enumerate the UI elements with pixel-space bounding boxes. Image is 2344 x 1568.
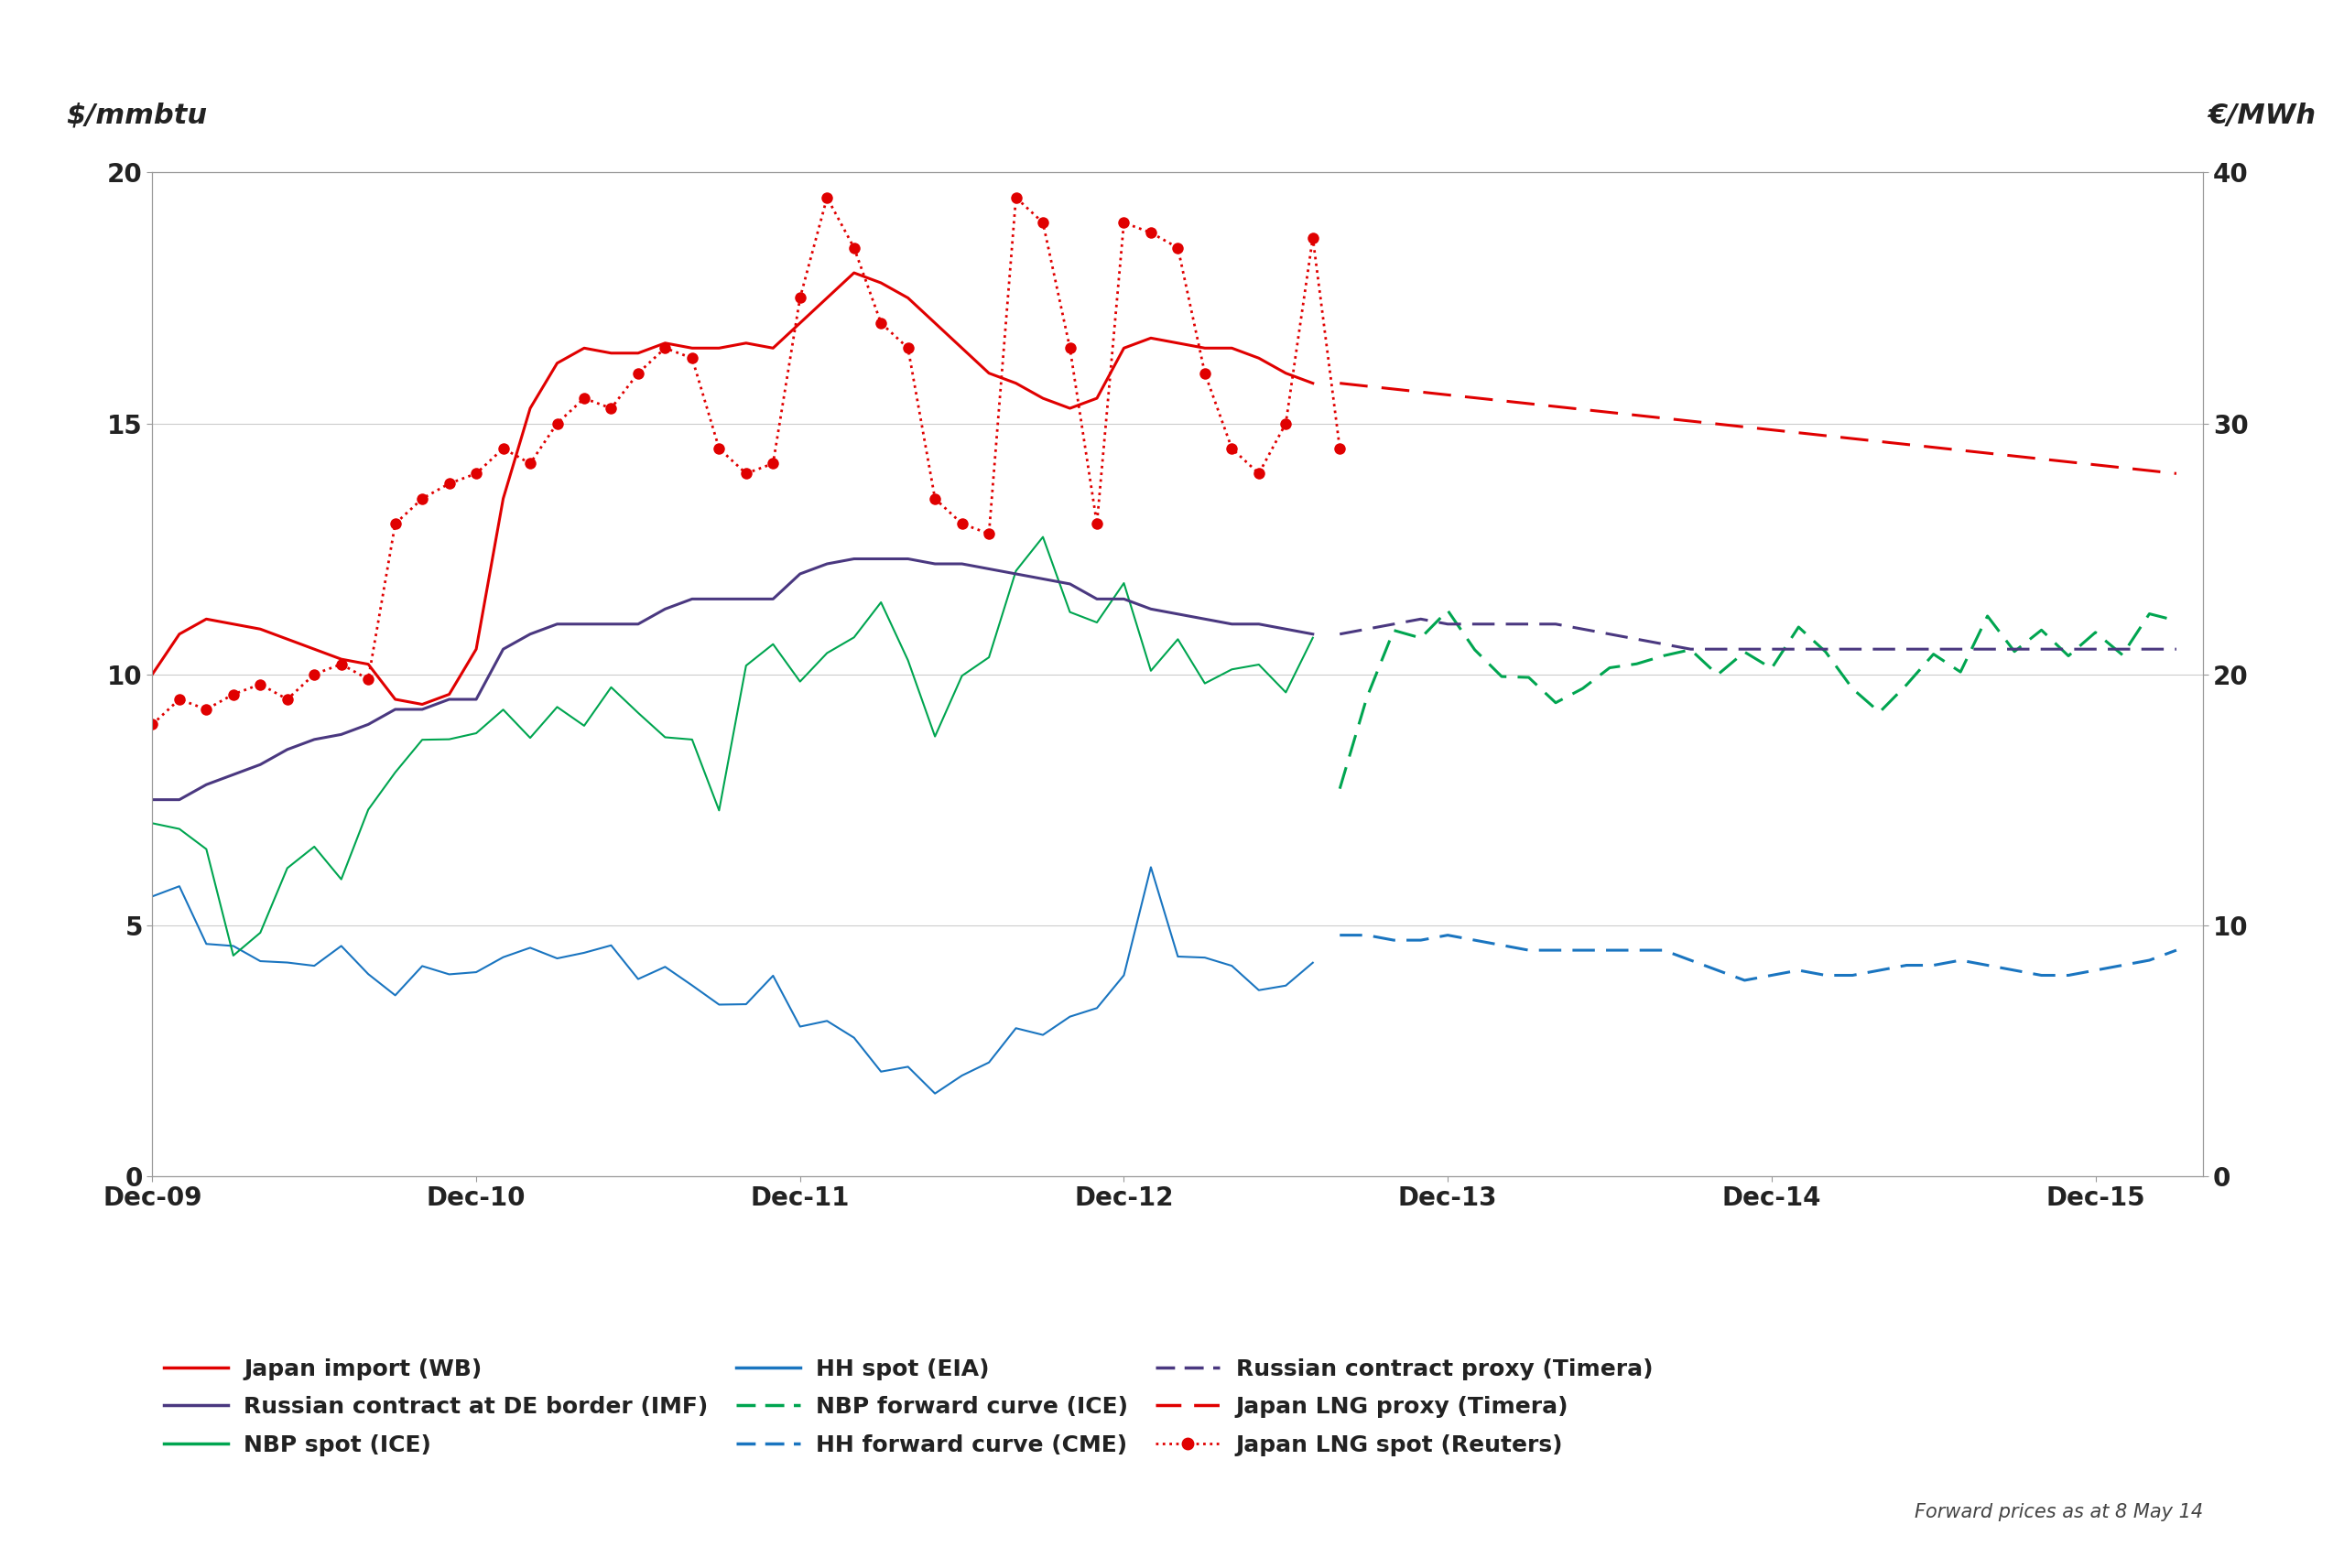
Legend: Japan import (WB), Russian contract at DE border (IMF), NBP spot (ICE), HH spot : Japan import (WB), Russian contract at D…: [164, 1358, 1653, 1457]
Text: Forward prices as at 8 May 14: Forward prices as at 8 May 14: [1915, 1502, 2203, 1521]
Text: $/mmbtu: $/mmbtu: [66, 102, 206, 129]
Text: €/MWh: €/MWh: [2208, 102, 2316, 129]
